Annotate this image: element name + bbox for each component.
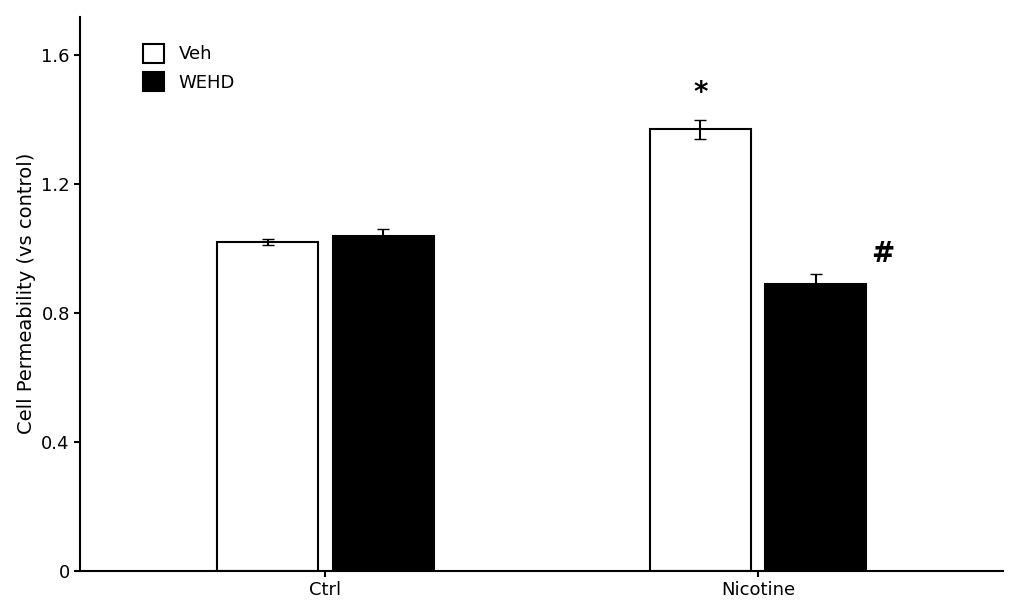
Legend: Veh, WEHD: Veh, WEHD — [136, 37, 243, 99]
Text: *: * — [693, 79, 707, 107]
Bar — [217, 242, 318, 571]
Y-axis label: Cell Permeability (vs control): Cell Permeability (vs control) — [16, 153, 36, 434]
Text: #: # — [870, 240, 894, 268]
Bar — [764, 284, 865, 571]
Bar — [649, 129, 750, 571]
Bar — [332, 236, 433, 571]
